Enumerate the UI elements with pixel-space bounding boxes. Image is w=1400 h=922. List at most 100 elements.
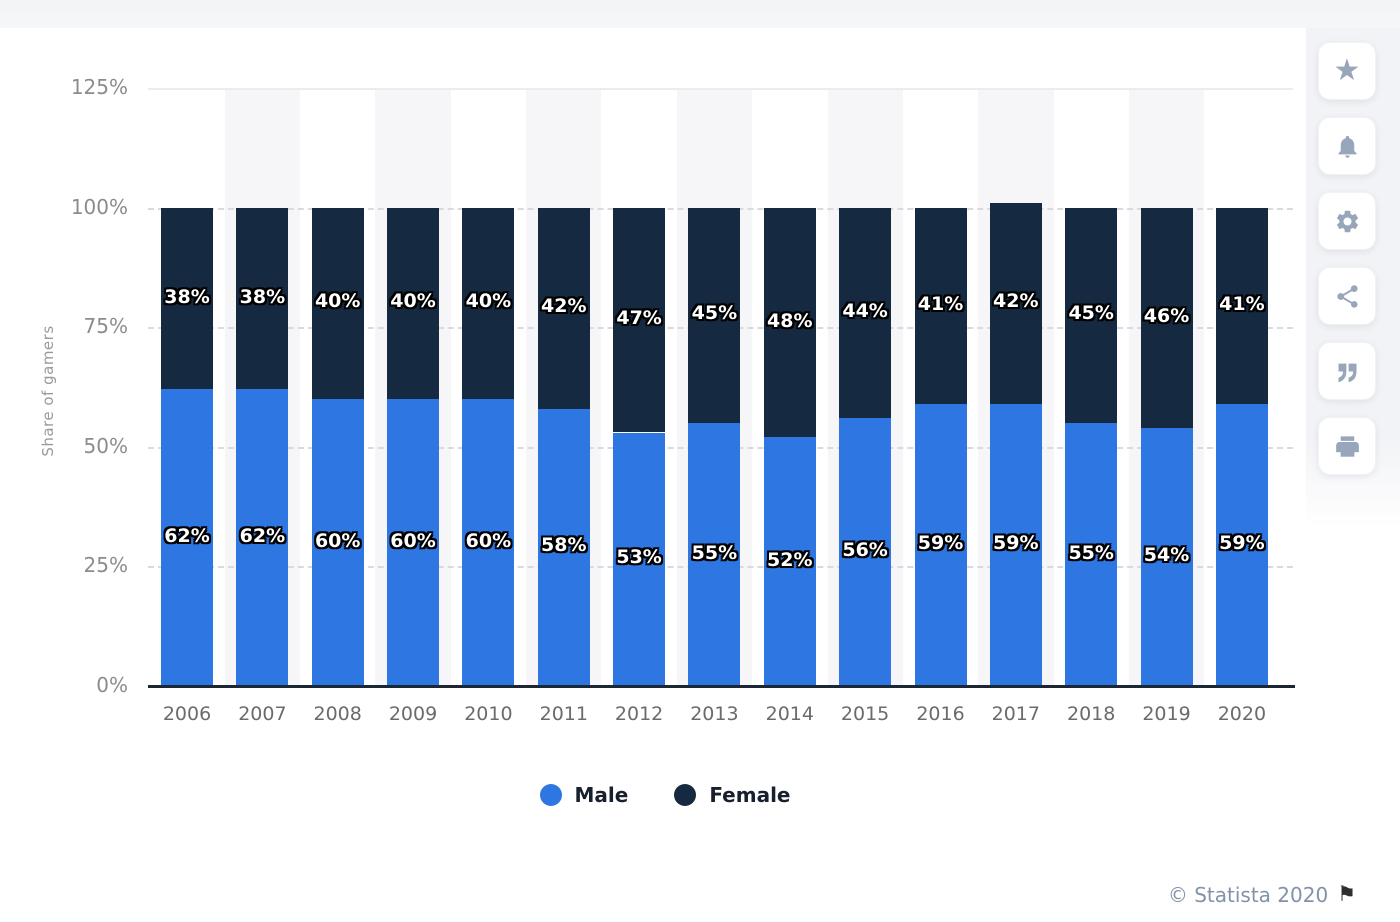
bar-male-2017[interactable] [989,403,1042,686]
y-tick-label: 50% [83,433,128,458]
bar-female-2006[interactable] [161,207,213,390]
x-tick-label-2017: 2017 [991,703,1040,725]
x-tick-label-2009: 2009 [388,703,438,725]
bar-label-male-2009: 60% [390,529,436,552]
bar-female-2011[interactable] [537,207,590,409]
bar-male-2013[interactable] [688,422,741,686]
x-tick-label-2018: 2018 [1067,703,1116,725]
bar-male-2006[interactable] [161,389,213,686]
bar-label-female-2019: 46% [1143,304,1190,327]
x-tick-label-2020: 2020 [1217,703,1267,725]
favorite-button[interactable]: ★ [1318,42,1376,100]
chart-legend: Male Female [0,774,1330,816]
bar-male-2008[interactable] [311,399,364,686]
x-tick-label-2011: 2011 [539,703,588,725]
bar-female-2010[interactable] [462,207,515,399]
x-tick-label-2014: 2014 [765,703,814,725]
y-tick-label: 75% [83,314,128,339]
bar-female-2013[interactable] [688,207,741,423]
bar-label-female-2008: 40% [314,290,361,313]
bar-label-female-2015: 44% [842,299,888,322]
bar-label-female-2009: 40% [390,290,436,313]
bar-male-2009[interactable] [387,399,439,686]
bar-female-2014[interactable] [763,207,816,438]
bar-label-male-2012: 53% [616,546,662,569]
bar-male-2020[interactable] [1215,403,1268,686]
bar-female-2019[interactable] [1140,207,1193,428]
bar-female-2018[interactable] [1065,207,1118,423]
bar-male-2014[interactable] [763,437,816,686]
credit-text: © Statista 2020 [1167,883,1329,907]
bar-male-2011[interactable] [537,408,590,686]
legend-item-female[interactable]: Female [674,783,791,807]
legend-label: Female [709,783,791,807]
share-icon [1336,284,1358,308]
bar-label-male-2007: 62% [239,524,286,547]
bar-label-female-2017: 42% [993,290,1039,313]
cite-button[interactable] [1318,342,1376,400]
bar-label-female-2020: 41% [1219,292,1265,315]
bar-male-2019[interactable] [1140,427,1193,686]
x-axis-line [148,685,1295,688]
settings-button[interactable] [1318,192,1376,250]
bar-female-2015[interactable] [839,207,892,419]
statista-credit[interactable]: © Statista 2020 ⚑ [1167,882,1356,907]
bar-female-2007[interactable] [236,207,289,390]
bar-male-2015[interactable] [839,418,892,686]
bar-label-male-2011: 58% [541,534,587,557]
notifications-button[interactable] [1318,117,1376,175]
bar-female-2009[interactable] [387,207,439,399]
bar-female-2012[interactable] [613,207,666,433]
bar-label-male-2020: 59% [1219,531,1265,554]
bar-female-2020[interactable] [1215,207,1268,404]
bar-female-2017[interactable] [989,202,1042,404]
bar-label-male-2008: 60% [314,529,361,552]
bar-label-male-2018: 55% [1068,541,1114,564]
bar-male-2007[interactable] [236,389,289,686]
print-button[interactable] [1318,417,1376,475]
bar-male-2010[interactable] [462,399,515,686]
bar-label-male-2015: 56% [842,539,888,562]
bar-female-2008[interactable] [311,207,364,399]
bar-male-2016[interactable] [914,403,967,686]
y-tick-label: 100% [70,194,128,219]
x-tick-label-2006: 2006 [162,703,212,725]
legend-dot-male [539,784,562,806]
x-tick-label-2016: 2016 [916,703,965,725]
legend-item-male[interactable]: Male [539,783,629,807]
bar-label-male-2010: 60% [465,529,512,552]
page-top-strip [0,0,1400,28]
star-icon: ★ [1333,53,1361,88]
x-tick-label-2013: 2013 [690,703,739,725]
bar-male-2018[interactable] [1065,422,1118,686]
flag-icon: ⚑ [1337,882,1356,906]
bar-label-female-2016: 41% [917,292,964,315]
x-tick-label-2010: 2010 [464,703,513,725]
bar-label-female-2013: 45% [691,302,738,325]
bar-label-female-2011: 42% [541,295,587,318]
x-tick-label-2008: 2008 [313,703,362,725]
bar-label-female-2018: 45% [1068,302,1114,325]
printer-icon [1335,435,1359,457]
share-button[interactable] [1318,267,1376,325]
bar-label-male-2006: 62% [164,524,210,547]
bar-label-female-2012: 47% [616,307,662,330]
legend-label: Male [574,783,629,807]
y-tick-label: 125% [70,75,128,100]
bar-label-female-2006: 38% [164,285,210,308]
bell-icon [1338,135,1356,158]
x-tick-label-2012: 2012 [614,703,664,725]
bar-label-male-2017: 59% [993,531,1039,554]
bar-label-male-2013: 55% [691,541,738,564]
bar-female-2016[interactable] [914,207,967,404]
bar-label-female-2007: 38% [239,285,286,308]
y-tick-label: 0% [96,673,128,697]
bar-male-2012[interactable] [613,432,666,686]
gridline [148,88,1293,91]
bar-label-female-2014: 48% [767,309,813,332]
y-tick-label: 25% [83,553,128,578]
x-tick-label-2015: 2015 [840,703,890,725]
x-tick-label-2007: 2007 [238,703,287,725]
gear-icon [1336,210,1358,232]
